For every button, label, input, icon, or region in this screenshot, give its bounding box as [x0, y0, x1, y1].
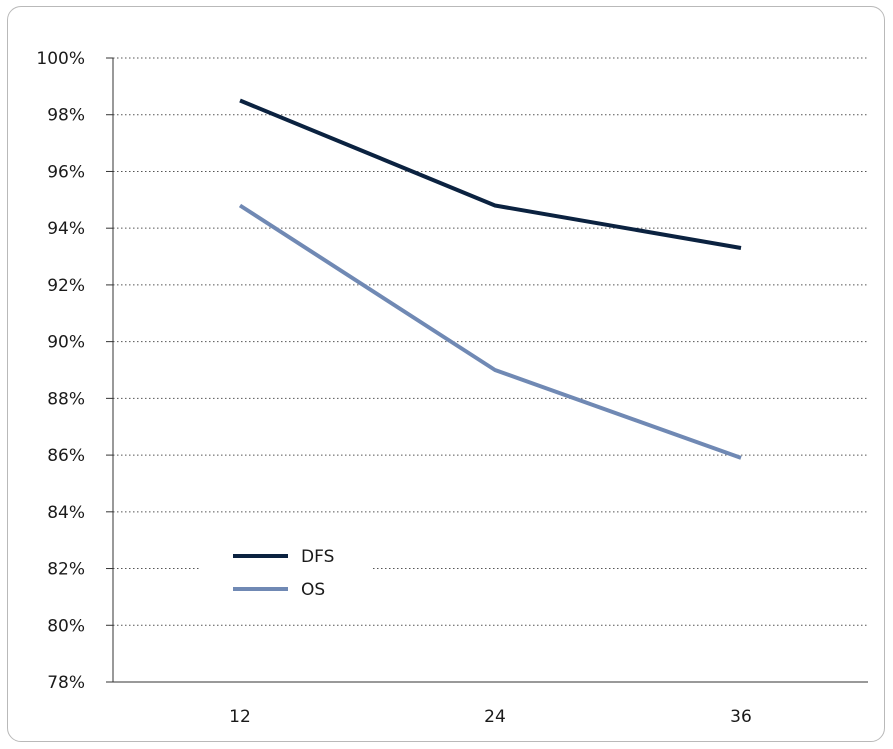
y-axis-ticks: 78% 80% 82% 84% 86% 88% 90% 92% 94% 96% 98% 100%: [36, 49, 113, 693]
y-tick-label: 82%: [47, 560, 85, 580]
gridlines: [113, 57, 868, 626]
series-lines: [238, 98, 742, 460]
x-axis-ticks: 12 24 36: [229, 707, 752, 727]
y-tick-label: 92%: [47, 276, 85, 296]
y-tick-label: 100%: [36, 49, 85, 69]
axes: [112, 58, 868, 683]
y-tick-label: 90%: [47, 333, 85, 353]
y-tick-label: 84%: [47, 503, 85, 523]
x-tick-label: 36: [730, 707, 752, 727]
y-tick-label: 98%: [47, 106, 85, 126]
y-tick-label: 78%: [47, 673, 85, 693]
series-line-dfs: [239, 98, 742, 250]
series-line-os: [238, 203, 742, 460]
x-tick-label: 24: [484, 707, 506, 727]
x-tick-label: 12: [229, 707, 251, 727]
y-tick-label: 88%: [47, 389, 85, 409]
legend-label-os: OS: [301, 580, 325, 600]
legend-label-dfs: DFS: [301, 547, 334, 567]
y-tick-label: 80%: [47, 616, 85, 636]
y-tick-label: 86%: [47, 446, 85, 466]
y-tick-label: 94%: [47, 219, 85, 239]
legend: DFS OS: [233, 547, 334, 600]
chart-frame: [7, 6, 885, 742]
y-tick-label: 96%: [47, 162, 85, 182]
